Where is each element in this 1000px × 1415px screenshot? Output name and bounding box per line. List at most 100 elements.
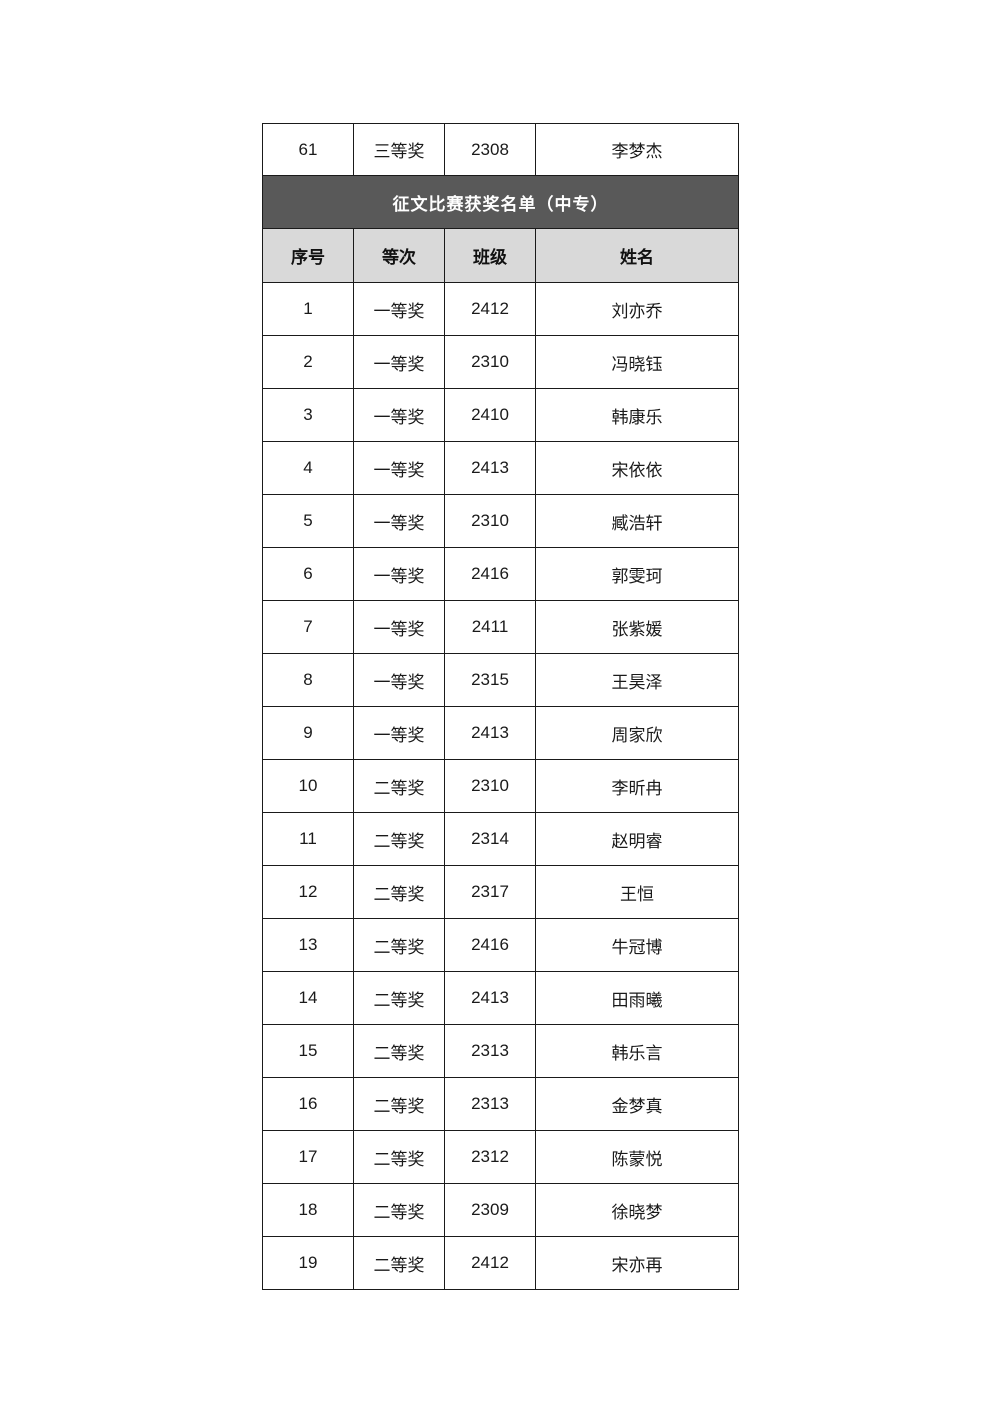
cell-class: 2413 — [444, 971, 536, 1025]
cell-seq: 61 — [262, 123, 354, 176]
table-row: 1 一等奖 2412 刘亦乔 — [262, 282, 739, 336]
cell-seq: 3 — [262, 388, 354, 442]
cell-seq: 9 — [262, 706, 354, 760]
table-row: 2 一等奖 2310 冯晓钰 — [262, 335, 739, 389]
cell-award: 三等奖 — [353, 123, 445, 176]
cell-name: 金梦真 — [535, 1077, 739, 1131]
cell-award: 二等奖 — [353, 1077, 445, 1131]
cell-class: 2308 — [444, 123, 536, 176]
cell-name: 张紫媛 — [535, 600, 739, 654]
table-row: 8 一等奖 2315 王昊泽 — [262, 653, 739, 707]
table-row: 12 二等奖 2317 王恒 — [262, 865, 739, 919]
cell-award: 二等奖 — [353, 759, 445, 813]
cell-name: 陈蒙悦 — [535, 1130, 739, 1184]
table-row: 9 一等奖 2413 周家欣 — [262, 706, 739, 760]
award-table: 61 三等奖 2308 李梦杰 征文比赛获奖名单（中专） 序号 等次 班级 姓名… — [262, 123, 739, 1290]
cell-award: 一等奖 — [353, 388, 445, 442]
cell-name: 冯晓钰 — [535, 335, 739, 389]
cell-class: 2310 — [444, 494, 536, 548]
cell-class: 2413 — [444, 441, 536, 495]
cell-name: 韩康乐 — [535, 388, 739, 442]
cell-class: 2416 — [444, 918, 536, 972]
cell-seq: 18 — [262, 1183, 354, 1237]
cell-award: 二等奖 — [353, 971, 445, 1025]
cell-award: 一等奖 — [353, 441, 445, 495]
cell-award: 一等奖 — [353, 494, 445, 548]
cell-seq: 8 — [262, 653, 354, 707]
table-row-partial: 61 三等奖 2308 李梦杰 — [262, 123, 739, 176]
cell-seq: 7 — [262, 600, 354, 654]
cell-award: 二等奖 — [353, 1130, 445, 1184]
cell-name: 李昕冉 — [535, 759, 739, 813]
cell-name: 牛冠博 — [535, 918, 739, 972]
cell-class: 2412 — [444, 282, 536, 336]
table-row: 18 二等奖 2309 徐晓梦 — [262, 1183, 739, 1237]
cell-name: 王昊泽 — [535, 653, 739, 707]
table-row: 14 二等奖 2413 田雨曦 — [262, 971, 739, 1025]
cell-class: 2410 — [444, 388, 536, 442]
cell-seq: 14 — [262, 971, 354, 1025]
section-banner-title: 征文比赛获奖名单（中专） — [262, 175, 739, 229]
cell-name: 周家欣 — [535, 706, 739, 760]
cell-seq: 16 — [262, 1077, 354, 1131]
cell-name: 田雨曦 — [535, 971, 739, 1025]
cell-award: 二等奖 — [353, 918, 445, 972]
cell-seq: 17 — [262, 1130, 354, 1184]
cell-name: 李梦杰 — [535, 123, 739, 176]
header-cell-award: 等次 — [353, 228, 445, 283]
cell-name: 徐晓梦 — [535, 1183, 739, 1237]
cell-award: 一等奖 — [353, 335, 445, 389]
cell-class: 2309 — [444, 1183, 536, 1237]
table-row: 16 二等奖 2313 金梦真 — [262, 1077, 739, 1131]
cell-class: 2315 — [444, 653, 536, 707]
cell-award: 一等奖 — [353, 600, 445, 654]
cell-class: 2310 — [444, 335, 536, 389]
cell-name: 刘亦乔 — [535, 282, 739, 336]
table-row: 10 二等奖 2310 李昕冉 — [262, 759, 739, 813]
cell-seq: 15 — [262, 1024, 354, 1078]
table-row: 4 一等奖 2413 宋依依 — [262, 441, 739, 495]
cell-seq: 1 — [262, 282, 354, 336]
cell-class: 2317 — [444, 865, 536, 919]
cell-seq: 10 — [262, 759, 354, 813]
cell-class: 2411 — [444, 600, 536, 654]
cell-name: 郭雯珂 — [535, 547, 739, 601]
section-banner-row: 征文比赛获奖名单（中专） — [262, 175, 739, 229]
cell-award: 二等奖 — [353, 1236, 445, 1290]
cell-name: 王恒 — [535, 865, 739, 919]
cell-seq: 6 — [262, 547, 354, 601]
header-cell-seq: 序号 — [262, 228, 354, 283]
cell-class: 2413 — [444, 706, 536, 760]
table-row: 7 一等奖 2411 张紫媛 — [262, 600, 739, 654]
table-row: 15 二等奖 2313 韩乐言 — [262, 1024, 739, 1078]
cell-award: 一等奖 — [353, 653, 445, 707]
table-row: 19 二等奖 2412 宋亦再 — [262, 1236, 739, 1290]
table-row: 5 一等奖 2310 臧浩轩 — [262, 494, 739, 548]
cell-class: 2313 — [444, 1077, 536, 1131]
cell-class: 2314 — [444, 812, 536, 866]
award-table-body: 61 三等奖 2308 李梦杰 征文比赛获奖名单（中专） 序号 等次 班级 姓名… — [262, 123, 739, 1290]
cell-class: 2416 — [444, 547, 536, 601]
cell-name: 臧浩轩 — [535, 494, 739, 548]
cell-name: 赵明睿 — [535, 812, 739, 866]
cell-class: 2412 — [444, 1236, 536, 1290]
table-row: 17 二等奖 2312 陈蒙悦 — [262, 1130, 739, 1184]
cell-award: 二等奖 — [353, 1024, 445, 1078]
cell-award: 一等奖 — [353, 547, 445, 601]
cell-award: 二等奖 — [353, 812, 445, 866]
table-row: 11 二等奖 2314 赵明睿 — [262, 812, 739, 866]
cell-seq: 13 — [262, 918, 354, 972]
cell-seq: 11 — [262, 812, 354, 866]
cell-seq: 4 — [262, 441, 354, 495]
cell-seq: 12 — [262, 865, 354, 919]
cell-seq: 2 — [262, 335, 354, 389]
header-cell-class: 班级 — [444, 228, 536, 283]
cell-seq: 5 — [262, 494, 354, 548]
cell-award: 一等奖 — [353, 282, 445, 336]
table-row: 6 一等奖 2416 郭雯珂 — [262, 547, 739, 601]
cell-name: 宋依依 — [535, 441, 739, 495]
table-row: 3 一等奖 2410 韩康乐 — [262, 388, 739, 442]
cell-award: 二等奖 — [353, 865, 445, 919]
cell-award: 一等奖 — [353, 706, 445, 760]
